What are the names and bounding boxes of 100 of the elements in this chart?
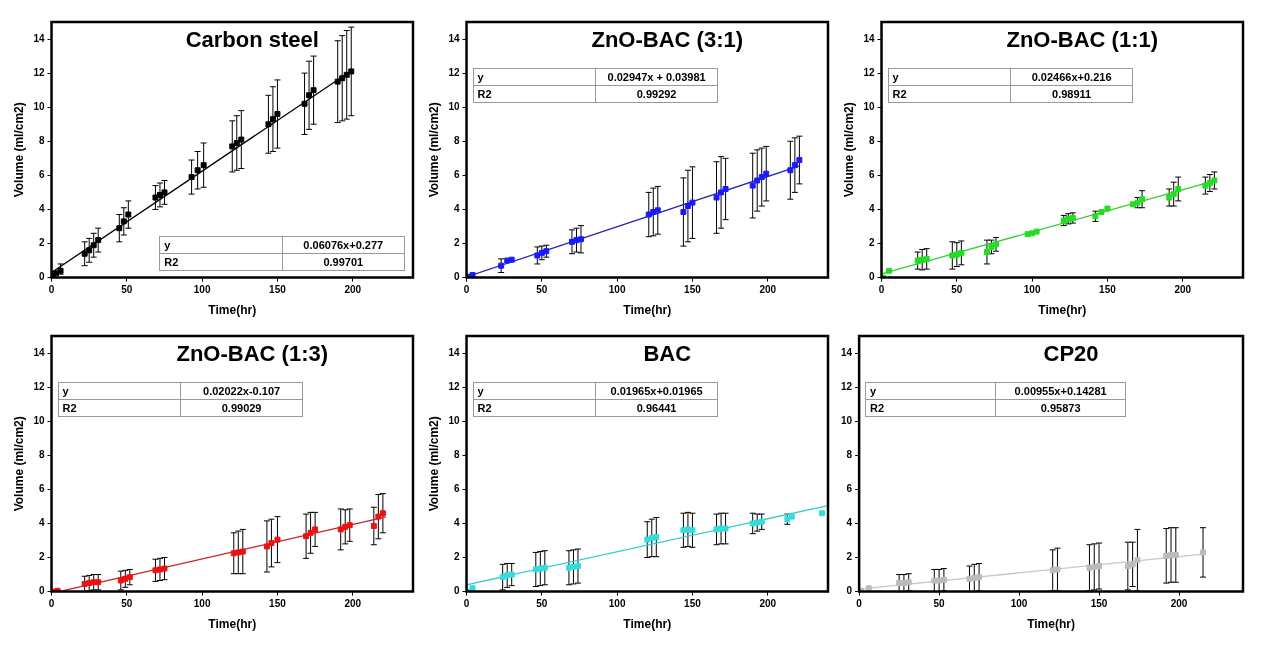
y-tick-label: 0	[846, 585, 853, 597]
annotation: R2	[58, 399, 181, 417]
x-axis-title: Time(hr)	[623, 617, 672, 632]
y-tick-label: 6	[868, 169, 875, 181]
y-tick-label: 10	[448, 100, 460, 112]
y-tick-label: 2	[846, 551, 853, 563]
chart-title: Carbon steel	[185, 27, 319, 53]
y-tick-label: 4	[453, 517, 460, 529]
y-tick-label: 6	[38, 483, 45, 495]
x-axis-title: Time(hr)	[208, 617, 257, 632]
y-tick-label: 10	[33, 100, 45, 112]
annotation: y	[58, 382, 181, 400]
x-tick-label: 0	[48, 284, 55, 296]
x-tick-label: 150	[1090, 598, 1108, 610]
chart-title: ZnO-BAC (1:3)	[176, 341, 329, 367]
y-tick-label: 12	[33, 66, 45, 78]
annotation: 0.99029	[180, 399, 303, 417]
x-tick-label: 150	[269, 598, 287, 610]
y-tick-label: 8	[868, 135, 875, 147]
y-tick-label: 8	[453, 135, 460, 147]
y-tick-label: 8	[38, 135, 45, 147]
annotation: y	[473, 68, 596, 86]
y-tick-label: 10	[841, 414, 853, 426]
y-tick-label: 0	[868, 271, 875, 283]
chart-title: ZnO-BAC (3:1)	[591, 27, 744, 53]
y-tick-label: 12	[448, 66, 460, 78]
x-tick-label: 100	[608, 284, 626, 296]
annotation: 0.02947x + 0.03981	[595, 68, 718, 86]
y-tick-label: 14	[33, 346, 45, 358]
x-tick-label: 200	[344, 598, 362, 610]
x-tick-label: 200	[344, 284, 362, 296]
y-tick-label: 12	[841, 380, 853, 392]
x-tick-label: 200	[1170, 598, 1188, 610]
y-tick-label: 8	[453, 449, 460, 461]
y-tick-label: 0	[38, 271, 45, 283]
y-tick-label: 2	[868, 237, 875, 249]
y-tick-label: 6	[38, 169, 45, 181]
x-tick-label: 100	[1010, 598, 1028, 610]
x-tick-label: 50	[121, 598, 133, 610]
y-tick-label: 0	[453, 585, 460, 597]
y-tick-label: 6	[846, 483, 853, 495]
y-tick-label: 10	[863, 100, 875, 112]
x-tick-label: 200	[759, 598, 777, 610]
x-tick-label: 200	[1174, 284, 1192, 296]
x-axis-title: Time(hr)	[623, 303, 672, 318]
y-axis-title: Volume (ml/cm2)	[841, 102, 856, 198]
y-tick-label: 4	[38, 203, 45, 215]
x-axis-title: Time(hr)	[1027, 617, 1075, 632]
y-axis-title: Volume (ml/cm2)	[11, 416, 26, 512]
y-tick-label: 14	[33, 32, 45, 44]
annotation: 0.95873	[995, 399, 1126, 417]
y-axis-title: Volume (ml/cm2)	[426, 416, 441, 512]
annotation: R2	[159, 253, 283, 271]
x-axis-title: Time(hr)	[208, 303, 257, 318]
annotation: R2	[888, 85, 1011, 103]
y-tick-label: 14	[448, 346, 460, 358]
y-tick-label: 2	[38, 551, 45, 563]
x-tick-label: 100	[193, 598, 211, 610]
annotation: 0.00955x+0.14281	[995, 382, 1126, 400]
y-tick-label: 2	[453, 551, 460, 563]
annotation: R2	[473, 399, 596, 417]
x-tick-label: 150	[1099, 284, 1117, 296]
y-tick-label: 10	[448, 414, 460, 426]
x-tick-label: 100	[193, 284, 211, 296]
y-tick-label: 4	[868, 203, 875, 215]
annotation: 0.96441	[595, 399, 718, 417]
x-tick-label: 50	[121, 284, 133, 296]
y-tick-label: 14	[448, 32, 460, 44]
x-tick-label: 100	[608, 598, 626, 610]
x-axis-title: Time(hr)	[1038, 303, 1087, 318]
chart-title: ZnO-BAC (1:1)	[1006, 27, 1159, 53]
y-tick-label: 10	[33, 414, 45, 426]
x-tick-label: 0	[878, 284, 885, 296]
chart-title: CP20	[1043, 341, 1099, 367]
y-tick-label: 12	[448, 380, 460, 392]
x-tick-label: 150	[684, 598, 702, 610]
x-tick-label: 150	[684, 284, 702, 296]
y-tick-label: 12	[33, 380, 45, 392]
annotation: 0.98911	[1010, 85, 1133, 103]
x-tick-label: 0	[463, 598, 470, 610]
y-tick-label: 2	[38, 237, 45, 249]
annotation: 0.99292	[595, 85, 718, 103]
y-tick-label: 4	[846, 517, 853, 529]
annotation: y	[473, 382, 596, 400]
y-tick-label: 6	[453, 169, 460, 181]
y-axis-title: Volume (ml/cm2)	[11, 102, 26, 198]
annotation: y	[159, 236, 283, 254]
y-tick-label: 8	[846, 449, 853, 461]
annotation: y	[865, 382, 996, 400]
y-tick-label: 14	[841, 346, 853, 358]
y-tick-label: 4	[38, 517, 45, 529]
y-tick-label: 0	[38, 585, 45, 597]
y-tick-label: 8	[38, 449, 45, 461]
annotation: 0.02466x+0.216	[1010, 68, 1133, 86]
x-tick-label: 50	[951, 284, 963, 296]
annotation: R2	[865, 399, 996, 417]
annotation: 0.01965x+0.01965	[595, 382, 718, 400]
y-tick-label: 2	[453, 237, 460, 249]
y-tick-label: 6	[453, 483, 460, 495]
y-axis-title: Volume (ml/cm2)	[426, 102, 441, 198]
